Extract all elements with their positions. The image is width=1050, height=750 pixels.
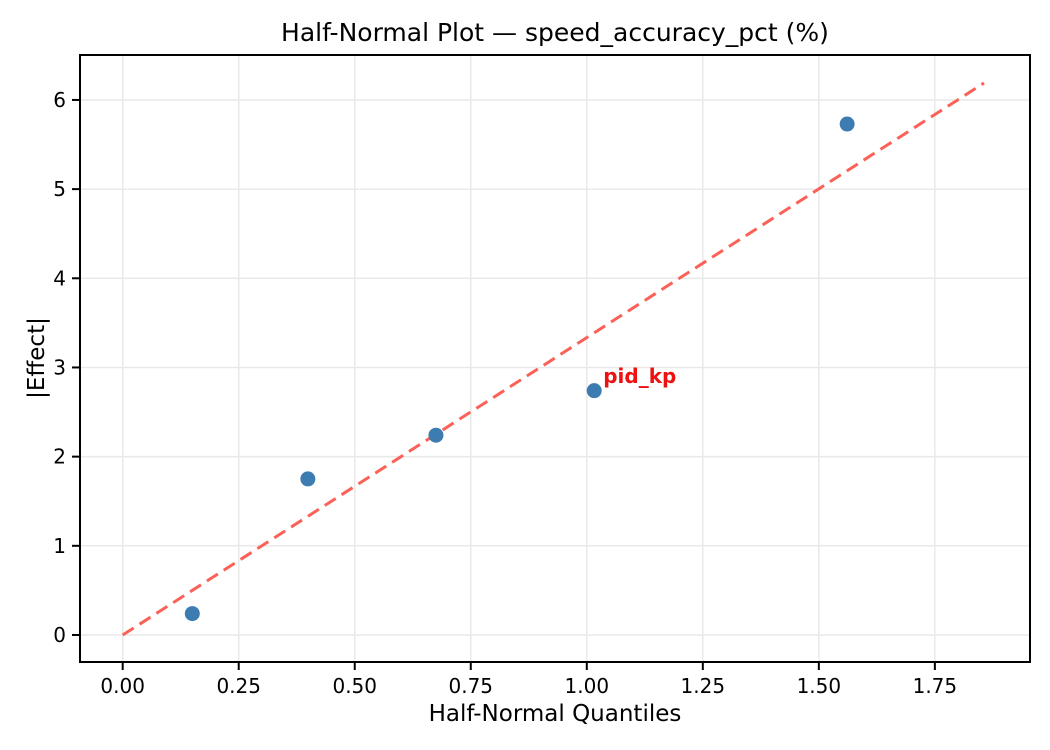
point-annotation-pid-kp: pid_kp [603, 363, 677, 388]
y-tick-label: 2 [53, 445, 66, 469]
y-axis-label: |Effect| [24, 317, 50, 399]
x-tick-label: 0.00 [100, 674, 145, 698]
y-tick-label: 6 [53, 88, 66, 112]
x-axis-label: Half-Normal Quantiles [428, 701, 682, 727]
y-tick-label: 1 [53, 534, 66, 558]
x-tick-label: 0.50 [332, 674, 377, 698]
y-tick-label: 4 [53, 266, 66, 290]
plot-border [79, 54, 1031, 663]
data-point [586, 383, 602, 399]
y-tick-label: 0 [53, 623, 66, 647]
data-point [428, 427, 444, 443]
data-point [300, 471, 316, 487]
y-tick-label: 5 [53, 177, 66, 201]
x-tick-label: 1.00 [565, 674, 610, 698]
x-tick-label: 1.75 [913, 674, 958, 698]
x-tick-label: 1.50 [797, 674, 842, 698]
reference-line [121, 81, 985, 637]
data-point [184, 606, 200, 622]
data-point [839, 116, 855, 132]
y-tick-label: 3 [53, 355, 66, 379]
chart-title: Half-Normal Plot — speed_accuracy_pct (%… [281, 18, 829, 47]
x-tick-label: 1.25 [681, 674, 726, 698]
x-tick-label: 0.75 [449, 674, 494, 698]
x-tick-label: 0.25 [216, 674, 261, 698]
